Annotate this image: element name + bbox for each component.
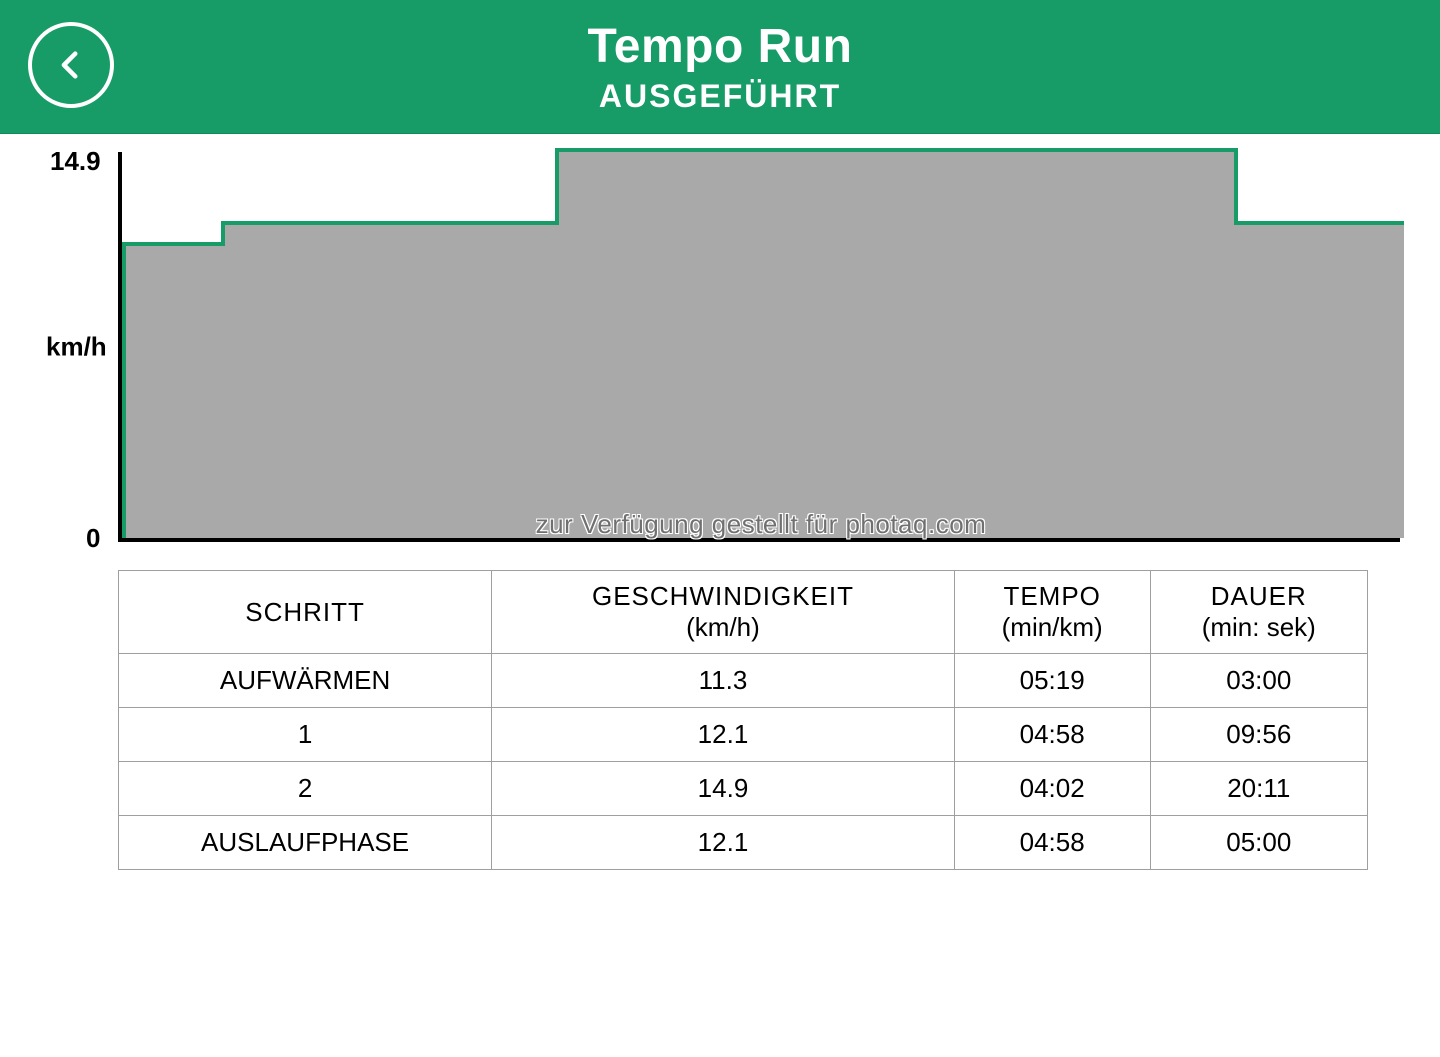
- table-cell: 12.1: [492, 816, 955, 870]
- table-cell: 11.3: [492, 654, 955, 708]
- y-axis-max-label: 14.9: [50, 146, 101, 177]
- column-header-main: SCHRITT: [127, 597, 483, 628]
- chevron-left-icon: [54, 48, 88, 82]
- table-column-header: GESCHWINDIGKEIT(km/h): [492, 571, 955, 654]
- chart-segment-top-line: [1236, 221, 1404, 225]
- column-header-sub: (km/h): [500, 612, 946, 643]
- chart-segment-top-line: [557, 148, 1236, 152]
- content-area: 14.9 km/h 0 zur Verfügung gestellt für p…: [0, 134, 1440, 870]
- chart-segment-vline: [555, 148, 559, 225]
- table-cell: 2: [119, 762, 492, 816]
- chart-segment-fill: [1236, 221, 1404, 538]
- table-row: AUFWÄRMEN11.305:1903:00: [119, 654, 1368, 708]
- chart-segment-vline: [1234, 148, 1238, 225]
- table-cell: AUFWÄRMEN: [119, 654, 492, 708]
- chart-segment-top-line: [122, 242, 223, 246]
- page-title: Tempo Run: [0, 19, 1440, 74]
- table-column-header: TEMPO(min/km): [954, 571, 1150, 654]
- column-header-main: TEMPO: [963, 581, 1142, 612]
- table-cell: 12.1: [492, 708, 955, 762]
- table-column-header: SCHRITT: [119, 571, 492, 654]
- table-row: 112.104:5809:56: [119, 708, 1368, 762]
- table-cell: 03:00: [1150, 654, 1367, 708]
- table-body: AUFWÄRMEN11.305:1903:00112.104:5809:5621…: [119, 654, 1368, 870]
- table-cell: 04:58: [954, 708, 1150, 762]
- chart-segment-vline: [122, 242, 126, 538]
- table-row: 214.904:0220:11: [119, 762, 1368, 816]
- workout-table: SCHRITTGESCHWINDIGKEIT(km/h)TEMPO(min/km…: [118, 570, 1368, 870]
- column-header-sub: (min/km): [963, 612, 1142, 643]
- table-cell: 1: [119, 708, 492, 762]
- table-row: AUSLAUFPHASE12.104:5805:00: [119, 816, 1368, 870]
- app-header: Tempo Run AUSGEFÜHRT: [0, 0, 1440, 134]
- header-titles: Tempo Run AUSGEFÜHRT: [0, 19, 1440, 115]
- table-cell: 04:02: [954, 762, 1150, 816]
- chart-segment-fill: [223, 221, 557, 538]
- chart-segment-top-line: [223, 221, 557, 225]
- chart-plot-area: zur Verfügung gestellt für photaq.com: [118, 152, 1400, 542]
- table-cell: 04:58: [954, 816, 1150, 870]
- column-header-main: GESCHWINDIGKEIT: [500, 581, 946, 612]
- speed-chart: 14.9 km/h 0 zur Verfügung gestellt für p…: [40, 152, 1400, 542]
- chart-segment-fill: [122, 242, 223, 538]
- table-cell: 09:56: [1150, 708, 1367, 762]
- column-header-main: DAUER: [1159, 581, 1359, 612]
- table-cell: AUSLAUFPHASE: [119, 816, 492, 870]
- column-header-sub: (min: sek): [1159, 612, 1359, 643]
- chart-segment-fill: [557, 148, 1236, 538]
- y-axis-unit-label: km/h: [46, 332, 107, 363]
- table-column-header: DAUER(min: sek): [1150, 571, 1367, 654]
- table-cell: 20:11: [1150, 762, 1367, 816]
- table-cell: 05:19: [954, 654, 1150, 708]
- table-cell: 05:00: [1150, 816, 1367, 870]
- y-axis-min-label: 0: [86, 523, 100, 554]
- back-button[interactable]: [28, 22, 114, 108]
- table-header: SCHRITTGESCHWINDIGKEIT(km/h)TEMPO(min/km…: [119, 571, 1368, 654]
- table-cell: 14.9: [492, 762, 955, 816]
- chart-segment-vline: [221, 221, 225, 246]
- page-subtitle: AUSGEFÜHRT: [0, 78, 1440, 115]
